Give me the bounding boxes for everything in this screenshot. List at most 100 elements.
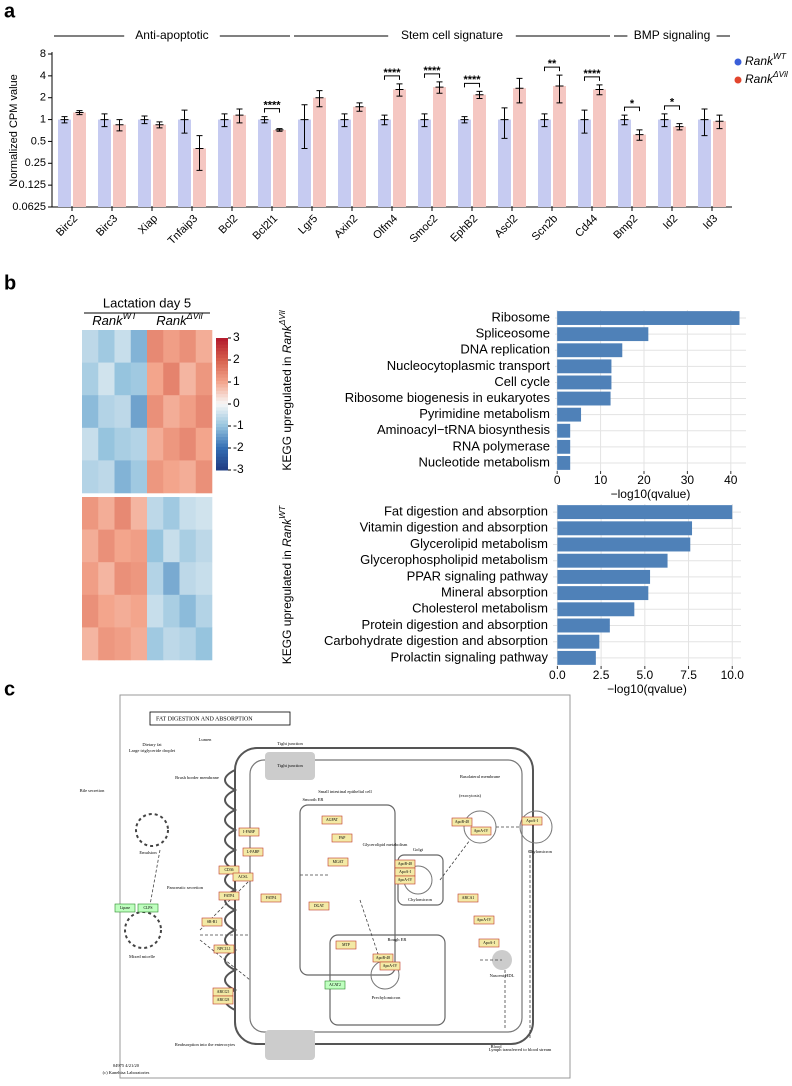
gene-box [232, 872, 254, 882]
bar [458, 119, 471, 207]
heatmap-cell [195, 395, 213, 429]
gene-label: Lipase [120, 906, 130, 910]
gene-label: NPC1L1 [217, 947, 231, 951]
label-part: Rank [92, 313, 124, 328]
x-tick-label: Scn2b [530, 213, 561, 244]
gene-box [457, 893, 479, 903]
colorbar-step [216, 407, 228, 412]
heatmap-cell [114, 627, 132, 661]
y-tick-label: Nucleotide metabolism [418, 454, 550, 469]
bar [353, 106, 366, 207]
gene-node: ACSL [232, 872, 254, 882]
bar [593, 89, 606, 207]
heatmap-cell [163, 427, 180, 461]
label-part: Rank [280, 324, 294, 353]
tight-junction [265, 752, 315, 780]
gene-label: ApoA-IV [383, 964, 398, 968]
x-tick-label: Birc2 [54, 213, 80, 239]
diagram-label: Reabsorption into the enterocytes [175, 1042, 236, 1047]
y-tick-label: RNA polymerase [452, 438, 550, 453]
colorbar-step [216, 377, 228, 382]
bar [557, 521, 693, 536]
error-bar [380, 114, 389, 126]
rich-label: RankWT [92, 311, 138, 328]
error-bar [515, 77, 524, 104]
significance-bracket [544, 66, 560, 72]
bar [557, 423, 571, 438]
gene-box [470, 826, 492, 836]
error-bar [140, 115, 149, 125]
gene-node: ABCG8 [212, 995, 234, 1005]
group-label-bg [627, 29, 717, 43]
heatmap-cell [98, 594, 115, 628]
bar [557, 359, 612, 374]
bar [557, 650, 596, 665]
error-bar [100, 113, 109, 128]
gene-node: AGPAT [321, 815, 343, 825]
heatmap-cell [98, 427, 115, 461]
heatmap-cell [98, 395, 115, 429]
bar [557, 439, 571, 454]
bar [258, 119, 271, 207]
gene-node: ApoB-48 [372, 953, 394, 963]
heatmap-cell [147, 562, 164, 596]
bar [513, 88, 526, 207]
gene-label: ABCG8 [217, 998, 230, 1002]
colorbar-step [216, 354, 228, 359]
diagram-label: Lumen [199, 737, 212, 742]
heatmap-cell [179, 362, 197, 396]
x-tick-label: Cd44 [573, 213, 600, 240]
heatmap-cell [195, 594, 213, 628]
heatmap-cell [163, 460, 180, 494]
diagram-label: Tight junction [277, 741, 303, 746]
arrows [149, 826, 531, 1040]
heatmap-cell [195, 627, 213, 661]
error-bar [275, 128, 284, 132]
bar [557, 456, 571, 470]
x-tick-label: Xiap [136, 213, 160, 237]
heatmap-cell [82, 362, 99, 396]
colorbar-step [216, 440, 228, 445]
colorbar-label: 2 [233, 352, 240, 366]
gene-box [473, 915, 495, 925]
gene-label: ApoB-48 [398, 862, 412, 866]
y-tick-label: Glycerophospholipid metabolism [360, 552, 548, 567]
heatmap-cell [147, 594, 164, 628]
error-bar [300, 104, 309, 149]
significance-bracket [384, 75, 400, 80]
colorbar-step [216, 446, 228, 451]
gene-box [137, 903, 159, 913]
heatmap-cell [114, 497, 132, 530]
heatmap-cell [163, 362, 180, 396]
label-part: ΔVil [186, 311, 204, 321]
heatmap-cell [82, 594, 99, 628]
y-tick-label: 0.0625 [12, 201, 46, 213]
heatmap-cell [195, 460, 213, 494]
diagram-title-box [149, 711, 291, 726]
heatmap-cell [130, 594, 148, 628]
significance-label: **** [263, 99, 281, 111]
colorbar-step [216, 361, 228, 365]
gene-label: MTP [342, 943, 350, 947]
diagram-label: Prechylomicron [372, 995, 401, 1000]
gene-label: DGAT [314, 904, 325, 908]
gene-label: ApoB-48 [376, 956, 390, 960]
heatmap-cell [179, 627, 197, 661]
y-tick-label: Ribosome biogenesis in eukaryotes [345, 390, 551, 405]
x-tick-label: 0.0 [549, 668, 566, 682]
heatmap-title: Lactation day 5 [103, 295, 191, 310]
heatmap-cell [179, 562, 197, 596]
smooth-er [299, 804, 396, 976]
colorbar-step [216, 453, 228, 458]
gene-box [335, 940, 357, 950]
error-bar [340, 113, 349, 128]
significance-label: * [670, 97, 675, 109]
bar [557, 569, 651, 584]
heatmap-cell [98, 627, 115, 661]
diagram-label: Small intestinal epithelial cell [318, 789, 372, 794]
x-tick-label: Olfm4 [371, 213, 400, 242]
heatmap-cell [114, 460, 132, 494]
diagram-label: Brush border membrane [175, 775, 219, 780]
colorbar-step [216, 390, 228, 395]
x-tick-label: 20 [637, 473, 651, 487]
